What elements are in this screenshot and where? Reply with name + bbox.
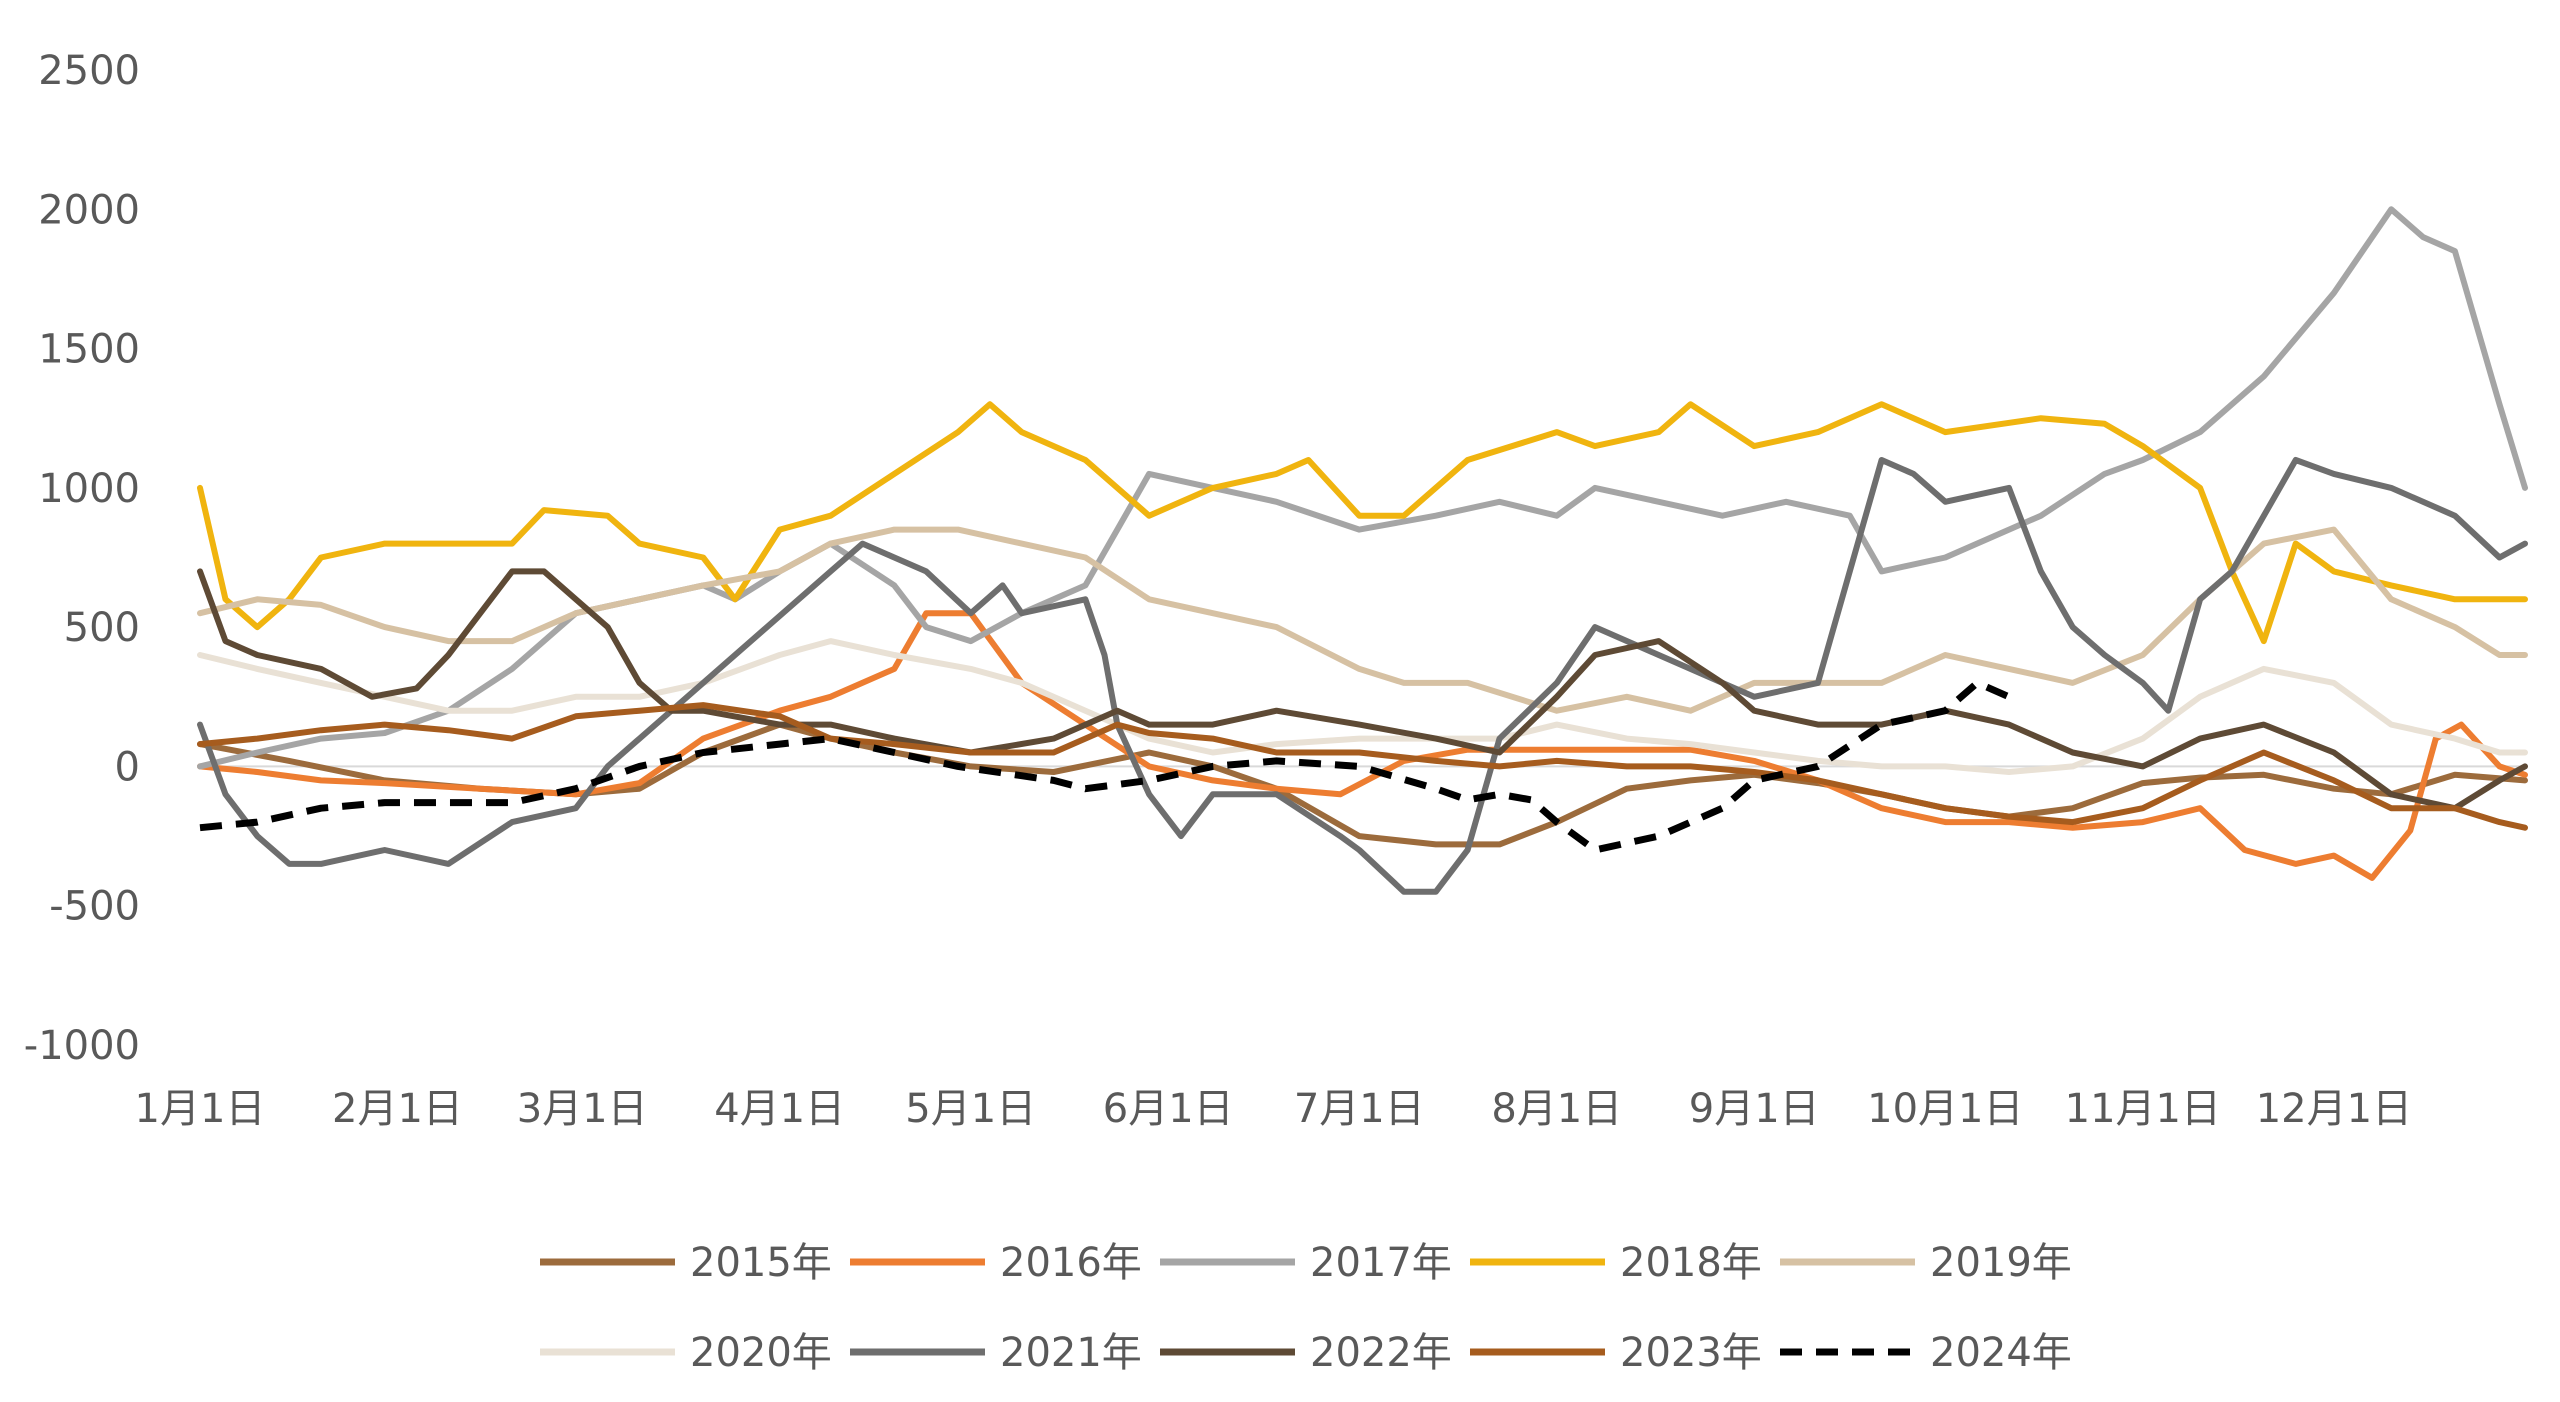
- legend-item: 2016年: [850, 1240, 1142, 1286]
- plot-area: [197, 206, 2528, 895]
- x-tick-label: 1月1日: [135, 1086, 266, 1132]
- legend-label: 2017年: [1310, 1240, 1452, 1286]
- y-tick-label: 0: [115, 744, 140, 790]
- legend-label: 2024年: [1930, 1330, 2072, 1376]
- y-tick-label: -1000: [24, 1023, 140, 1069]
- x-tick-label: 10月1日: [1867, 1086, 2023, 1132]
- legend-item: 2018年: [1470, 1240, 1762, 1286]
- legend-item: 2019年: [1780, 1240, 2072, 1286]
- legend-label: 2020年: [690, 1330, 832, 1376]
- legend-label: 2018年: [1620, 1240, 1762, 1286]
- legend-item: 2023年: [1470, 1330, 1762, 1376]
- series-line-2024年: [199, 679, 2011, 854]
- legend-item: 2024年: [1780, 1330, 2072, 1376]
- legend-label: 2016年: [1000, 1240, 1142, 1286]
- x-tick-label: 3月1日: [517, 1086, 648, 1132]
- series-line-2018年: [197, 401, 2528, 645]
- legend-label: 2019年: [1930, 1240, 2072, 1286]
- y-tick-label: 1000: [38, 466, 140, 512]
- y-tick-label: 500: [64, 605, 140, 651]
- x-tick-label: 2月1日: [332, 1086, 463, 1132]
- x-tick-label: 7月1日: [1294, 1086, 1425, 1132]
- x-tick-label: 4月1日: [714, 1086, 845, 1132]
- y-tick-label: 1500: [38, 327, 140, 373]
- series-line-2016年: [197, 610, 2528, 881]
- series-line-2023年: [197, 702, 2528, 831]
- x-tick-label: 11月1日: [2065, 1086, 2221, 1132]
- y-axis: 2500 2000 1500 1000 500 0 -500 -1000: [24, 48, 140, 1069]
- series-line-2020年: [197, 638, 2528, 775]
- series-line-2021年: [197, 457, 2528, 895]
- legend-item: 2015年: [540, 1240, 832, 1286]
- y-tick-label: 2000: [38, 187, 140, 233]
- y-tick-label: -500: [49, 884, 140, 930]
- x-axis: 1月1日 2月1日 3月1日 4月1日 5月1日 6月1日 7月1日 8月1日 9月1日 10月1…: [135, 765, 2525, 1132]
- legend-label: 2022年: [1310, 1330, 1452, 1376]
- x-tick-label: 8月1日: [1491, 1086, 1622, 1132]
- legend: 2015年 2016年 2017年 2018年 2019年 2020年 2021年 2022年…: [540, 1240, 2072, 1376]
- legend-item: 2017年: [1160, 1240, 1452, 1286]
- x-tick-label: 9月1日: [1689, 1086, 1820, 1132]
- y-tick-label: 2500: [38, 48, 140, 94]
- series-line-2022年: [197, 568, 2528, 812]
- x-tick-label: 12月1日: [2256, 1086, 2412, 1132]
- legend-item: 2021年: [850, 1330, 1142, 1376]
- legend-item: 2022年: [1160, 1330, 1452, 1376]
- x-tick-label: 6月1日: [1103, 1086, 1234, 1132]
- legend-item: 2020年: [540, 1330, 832, 1376]
- x-tick-label: 5月1日: [905, 1086, 1036, 1132]
- legend-label: 2023年: [1620, 1330, 1762, 1376]
- legend-label: 2015年: [690, 1240, 832, 1286]
- legend-label: 2021年: [1000, 1330, 1142, 1376]
